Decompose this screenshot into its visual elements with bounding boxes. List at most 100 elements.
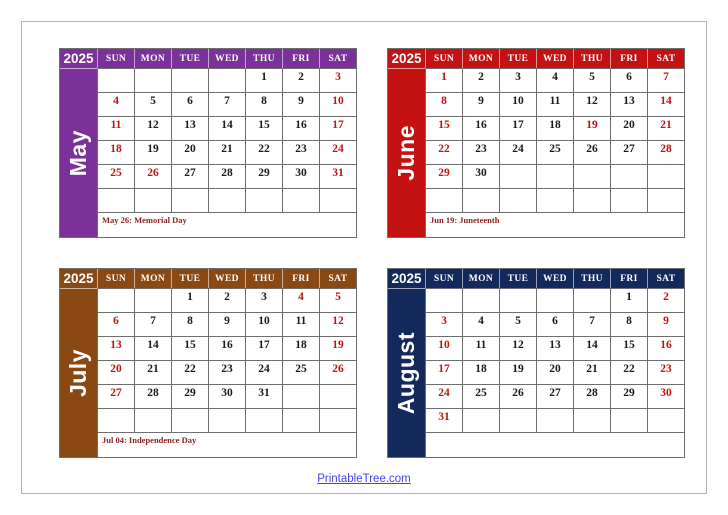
date-cell: 24 [319, 140, 356, 164]
date-cell [425, 188, 462, 212]
date-cell: 14 [573, 336, 610, 360]
date-cell: 26 [319, 360, 356, 384]
date-cell: 10 [425, 336, 462, 360]
date-cell: 9 [282, 92, 319, 116]
day-header: MON [462, 269, 499, 288]
date-cell: 15 [610, 336, 647, 360]
day-header: WED [536, 49, 573, 68]
date-cell: 23 [462, 140, 499, 164]
month-label: June [393, 125, 419, 181]
date-cell: 3 [499, 68, 536, 92]
date-cell: 14 [208, 116, 245, 140]
date-cell [647, 188, 684, 212]
date-cell: 27 [171, 164, 208, 188]
date-cell: 12 [573, 92, 610, 116]
date-cell: 15 [171, 336, 208, 360]
holiday-note: Jun 19: Juneteenth [425, 212, 684, 237]
date-cell [245, 188, 282, 212]
date-cell [319, 188, 356, 212]
month-band: May [60, 68, 97, 237]
date-cell: 11 [536, 92, 573, 116]
date-cell [425, 288, 462, 312]
printabletree-link[interactable]: PrintableTree.com [317, 473, 411, 485]
date-cell [499, 408, 536, 432]
date-cell [171, 188, 208, 212]
date-cell: 24 [425, 384, 462, 408]
date-cell [610, 408, 647, 432]
date-cell: 23 [647, 360, 684, 384]
date-cell [245, 408, 282, 432]
day-header: FRI [282, 49, 319, 68]
year-label: 2025 [60, 269, 97, 288]
date-cell: 30 [462, 164, 499, 188]
date-cell [208, 188, 245, 212]
date-cell [97, 288, 134, 312]
date-cell: 16 [462, 116, 499, 140]
date-cell [97, 188, 134, 212]
date-cell: 10 [319, 92, 356, 116]
date-cell: 18 [536, 116, 573, 140]
date-cell: 12 [134, 116, 171, 140]
date-cell [282, 188, 319, 212]
date-cell: 1 [171, 288, 208, 312]
date-cell [499, 288, 536, 312]
date-cell [134, 288, 171, 312]
day-header: THU [245, 49, 282, 68]
date-cell [499, 164, 536, 188]
date-cell: 8 [610, 312, 647, 336]
day-header: THU [245, 269, 282, 288]
holiday-note [425, 432, 684, 457]
date-cell: 15 [245, 116, 282, 140]
day-header: MON [134, 49, 171, 68]
day-header: WED [536, 269, 573, 288]
date-cell: 22 [171, 360, 208, 384]
date-cell: 30 [647, 384, 684, 408]
date-cell: 4 [536, 68, 573, 92]
date-cell [536, 164, 573, 188]
date-cell: 11 [462, 336, 499, 360]
date-cell: 23 [282, 140, 319, 164]
date-cell: 2 [647, 288, 684, 312]
date-cell [573, 188, 610, 212]
day-header: TUE [171, 49, 208, 68]
date-cell: 16 [282, 116, 319, 140]
date-cell: 13 [171, 116, 208, 140]
date-cell: 12 [319, 312, 356, 336]
date-cell: 22 [245, 140, 282, 164]
date-cell: 19 [134, 140, 171, 164]
day-header: FRI [610, 49, 647, 68]
date-cell: 30 [282, 164, 319, 188]
date-cell: 24 [245, 360, 282, 384]
date-cell: 25 [462, 384, 499, 408]
date-cell: 20 [97, 360, 134, 384]
date-cell: 28 [134, 384, 171, 408]
date-cell: 19 [573, 116, 610, 140]
day-header: SAT [319, 49, 356, 68]
date-cell: 3 [319, 68, 356, 92]
date-cell: 9 [462, 92, 499, 116]
date-cell [499, 188, 536, 212]
day-header: THU [573, 269, 610, 288]
date-cell: 12 [499, 336, 536, 360]
day-header: TUE [171, 269, 208, 288]
date-cell: 29 [425, 164, 462, 188]
day-header: WED [208, 49, 245, 68]
date-cell [134, 68, 171, 92]
date-cell: 5 [573, 68, 610, 92]
holiday-note: Jul 04: Independence Day [97, 432, 356, 457]
date-cell: 8 [425, 92, 462, 116]
date-cell: 18 [97, 140, 134, 164]
date-cell: 20 [610, 116, 647, 140]
date-cell: 5 [499, 312, 536, 336]
day-header: MON [462, 49, 499, 68]
date-cell: 4 [282, 288, 319, 312]
date-cell: 10 [499, 92, 536, 116]
date-cell: 19 [499, 360, 536, 384]
date-cell: 11 [282, 312, 319, 336]
date-cell: 5 [319, 288, 356, 312]
date-cell: 27 [97, 384, 134, 408]
date-cell: 25 [97, 164, 134, 188]
date-cell: 31 [425, 408, 462, 432]
date-cell [573, 408, 610, 432]
day-header: SUN [425, 269, 462, 288]
